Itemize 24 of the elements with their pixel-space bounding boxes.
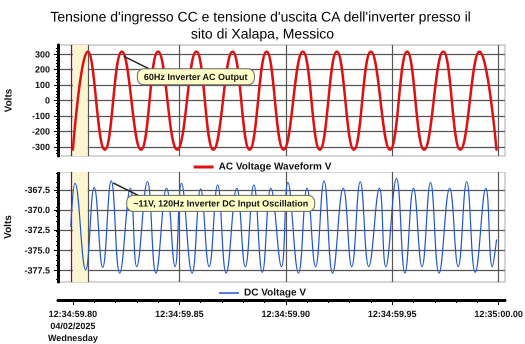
x-tick-label: 12:34:59.95: [368, 309, 416, 319]
annotation: ~11V, 120Hz Inverter DC Input Oscillation: [133, 198, 308, 208]
legend-label: DC Voltage V: [244, 288, 306, 298]
y-tick-label: 300: [34, 49, 50, 60]
y-tick-label: -375.0: [24, 245, 50, 256]
y-axis-title: Volts: [4, 88, 14, 112]
x-tick-label: 12:34:59.85: [155, 309, 204, 319]
x-tick-label: 12:34:59.80 04/02/2025 Wednesday: [48, 309, 98, 343]
y-tick-label: 100: [34, 80, 50, 90]
legend-label: AC Voltage Waveform V: [218, 162, 332, 172]
y-tick-label: -300: [32, 142, 50, 152]
y-tick-label: -377.5: [24, 266, 50, 276]
y-tick-label: -367.5: [24, 184, 50, 195]
y-tick-label: 0: [44, 96, 50, 106]
y-axis-title: Volts: [3, 214, 14, 239]
y-tick-label: 200: [34, 64, 50, 75]
x-tick-label: 12:34:59.90: [261, 309, 310, 319]
x-tick-label: 12:35:00.00: [474, 309, 523, 319]
y-tick-label: -100: [32, 110, 50, 121]
y-tick-label: -372.5: [24, 225, 50, 236]
chart-title: Tensione d'ingresso CC e tensione d'uscita CA dell'inverter presso il sito di Xalapa, Messico: [50, 8, 475, 42]
y-tick-label: -200: [32, 126, 50, 136]
annotation: 60Hz Inverter AC Output: [144, 72, 248, 82]
y-tick-label: -370.0: [24, 205, 50, 216]
